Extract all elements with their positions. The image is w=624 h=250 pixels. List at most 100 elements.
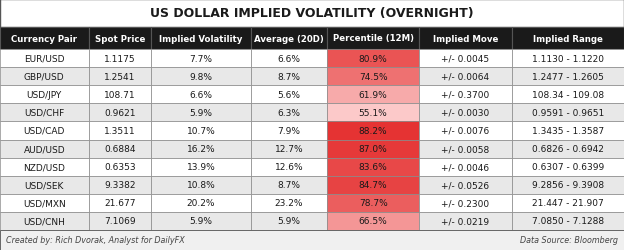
Text: +/- 0.0046: +/- 0.0046 [441, 162, 490, 172]
Bar [419, 194, 512, 212]
Bar [512, 104, 624, 122]
Text: 10.7%: 10.7% [187, 126, 215, 136]
Bar [0, 0, 624, 28]
Bar [0, 158, 89, 176]
Text: Created by: Rich Dvorak, Analyst for DailyFX: Created by: Rich Dvorak, Analyst for Dai… [6, 236, 185, 244]
Bar [327, 68, 419, 86]
Bar [89, 104, 151, 122]
Text: 12.6%: 12.6% [275, 162, 303, 172]
Text: Spot Price: Spot Price [95, 34, 145, 43]
Text: 9.3382: 9.3382 [104, 180, 135, 190]
Text: 1.3511: 1.3511 [104, 126, 135, 136]
Bar [327, 122, 419, 140]
Text: GBP/USD: GBP/USD [24, 72, 65, 81]
Text: 55.1%: 55.1% [359, 108, 388, 118]
Text: Implied Move: Implied Move [433, 34, 498, 43]
Text: 80.9%: 80.9% [359, 54, 388, 63]
Bar [89, 68, 151, 86]
Bar [251, 140, 327, 158]
Text: 83.6%: 83.6% [359, 162, 388, 172]
Text: USD/JPY: USD/JPY [27, 90, 62, 99]
Bar [151, 86, 251, 104]
Text: 8.7%: 8.7% [278, 180, 300, 190]
Text: USD/CNH: USD/CNH [23, 216, 66, 226]
Bar [512, 68, 624, 86]
Bar [0, 176, 89, 194]
Bar [419, 176, 512, 194]
Text: 0.6826 - 0.6942: 0.6826 - 0.6942 [532, 144, 604, 154]
Text: +/- 0.0076: +/- 0.0076 [441, 126, 490, 136]
Text: 74.5%: 74.5% [359, 72, 388, 81]
Bar [327, 176, 419, 194]
Bar [89, 122, 151, 140]
Bar [251, 158, 327, 176]
Bar [512, 212, 624, 230]
Bar [151, 194, 251, 212]
Text: 12.7%: 12.7% [275, 144, 303, 154]
Text: USD/SEK: USD/SEK [24, 180, 64, 190]
Text: 108.34 - 109.08: 108.34 - 109.08 [532, 90, 604, 99]
Bar [419, 140, 512, 158]
Text: Data Source: Bloomberg: Data Source: Bloomberg [520, 236, 618, 244]
Text: 0.9621: 0.9621 [104, 108, 135, 118]
Bar [327, 194, 419, 212]
Bar [151, 104, 251, 122]
Bar [151, 158, 251, 176]
Text: AUD/USD: AUD/USD [24, 144, 65, 154]
Bar [251, 122, 327, 140]
Bar [0, 68, 89, 86]
Bar [327, 86, 419, 104]
Text: 0.9591 - 0.9651: 0.9591 - 0.9651 [532, 108, 604, 118]
Text: 10.8%: 10.8% [187, 180, 215, 190]
Text: 16.2%: 16.2% [187, 144, 215, 154]
Text: 8.7%: 8.7% [278, 72, 300, 81]
Text: 1.2477 - 1.2605: 1.2477 - 1.2605 [532, 72, 604, 81]
Bar [419, 68, 512, 86]
Text: 21.677: 21.677 [104, 198, 135, 207]
Text: 6.3%: 6.3% [278, 108, 300, 118]
Bar [151, 176, 251, 194]
Text: 5.9%: 5.9% [190, 216, 212, 226]
Text: 1.1175: 1.1175 [104, 54, 135, 63]
Bar [419, 28, 512, 50]
Text: 5.9%: 5.9% [278, 216, 300, 226]
Text: 1.1130 - 1.1220: 1.1130 - 1.1220 [532, 54, 604, 63]
Bar [89, 176, 151, 194]
Bar [512, 50, 624, 68]
Bar [89, 194, 151, 212]
Bar [419, 158, 512, 176]
Bar [512, 122, 624, 140]
Bar [89, 28, 151, 50]
Text: 5.6%: 5.6% [278, 90, 300, 99]
Text: 6.6%: 6.6% [190, 90, 212, 99]
Text: 0.6307 - 0.6399: 0.6307 - 0.6399 [532, 162, 604, 172]
Text: 20.2%: 20.2% [187, 198, 215, 207]
Text: 23.2%: 23.2% [275, 198, 303, 207]
Bar [89, 158, 151, 176]
Text: USD/MXN: USD/MXN [23, 198, 66, 207]
Text: 78.7%: 78.7% [359, 198, 388, 207]
Bar [251, 194, 327, 212]
Bar [512, 86, 624, 104]
Text: +/- 0.3700: +/- 0.3700 [441, 90, 490, 99]
Text: 108.71: 108.71 [104, 90, 135, 99]
Bar [419, 212, 512, 230]
Bar [89, 140, 151, 158]
Bar [327, 158, 419, 176]
Text: 0.6884: 0.6884 [104, 144, 135, 154]
Text: 9.2856 - 9.3908: 9.2856 - 9.3908 [532, 180, 604, 190]
Bar [327, 104, 419, 122]
Bar [251, 104, 327, 122]
Text: USD/CHF: USD/CHF [24, 108, 64, 118]
Text: 5.9%: 5.9% [190, 108, 212, 118]
Text: Average (20D): Average (20D) [254, 34, 324, 43]
Bar [151, 212, 251, 230]
Text: 84.7%: 84.7% [359, 180, 388, 190]
Text: US DOLLAR IMPLIED VOLATILITY (OVERNIGHT): US DOLLAR IMPLIED VOLATILITY (OVERNIGHT) [150, 8, 474, 20]
Text: USD/CAD: USD/CAD [24, 126, 65, 136]
Bar [151, 28, 251, 50]
Text: +/- 0.0064: +/- 0.0064 [441, 72, 490, 81]
Bar [419, 104, 512, 122]
Bar [251, 212, 327, 230]
Bar [251, 68, 327, 86]
